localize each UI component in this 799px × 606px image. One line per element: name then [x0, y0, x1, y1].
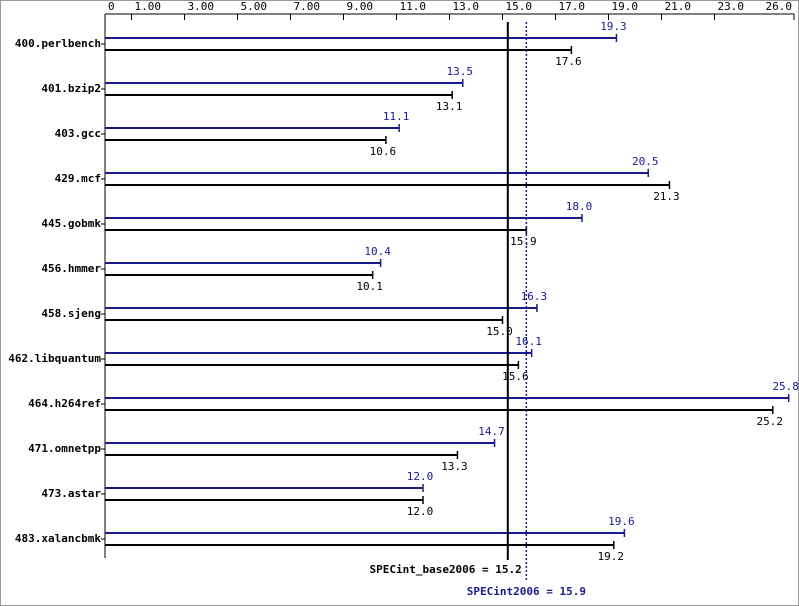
- value-label: 15.9: [510, 235, 537, 248]
- value-label: 15.6: [502, 370, 529, 383]
- category-label: 464.h264ref: [28, 397, 101, 410]
- category-label: 471.omnetpp: [28, 442, 101, 455]
- x-tick-label: 21.0: [665, 0, 692, 13]
- value-label: 11.1: [383, 110, 410, 123]
- value-label: 16.1: [515, 335, 542, 348]
- value-label: 10.1: [356, 280, 383, 293]
- category-label: 462.libquantum: [8, 352, 101, 365]
- x-tick-label: 9.00: [347, 0, 374, 13]
- reference-label: SPECint_base2006 = 15.2: [369, 563, 521, 576]
- value-label: 13.3: [441, 460, 468, 473]
- category-label: 429.mcf: [55, 172, 101, 185]
- category-label: 445.gobmk: [41, 217, 101, 230]
- value-label: 10.6: [370, 145, 397, 158]
- category-label: 401.bzip2: [41, 82, 101, 95]
- value-label: 12.0: [407, 505, 434, 518]
- category-label: 403.gcc: [55, 127, 101, 140]
- value-label: 19.6: [608, 515, 635, 528]
- x-tick-label: 7.00: [294, 0, 321, 13]
- category-label: 483.xalancbmk: [15, 532, 101, 545]
- x-tick-label: 11.0: [400, 0, 427, 13]
- value-label: 17.6: [555, 55, 582, 68]
- value-label: 14.7: [478, 425, 505, 438]
- value-label: 13.1: [436, 100, 463, 113]
- value-label: 25.2: [757, 415, 784, 428]
- value-label: 19.3: [600, 20, 627, 33]
- x-tick-label: 26.0: [766, 0, 793, 13]
- reference-label: SPECint2006 = 15.9: [467, 585, 586, 598]
- x-tick-label: 23.0: [718, 0, 745, 13]
- x-tick-label: 3.00: [188, 0, 215, 13]
- x-tick-label: 1.00: [135, 0, 162, 13]
- value-label: 12.0: [407, 470, 434, 483]
- category-label: 458.sjeng: [41, 307, 101, 320]
- value-label: 21.3: [653, 190, 680, 203]
- value-label: 20.5: [632, 155, 659, 168]
- x-tick-label: 0: [108, 0, 115, 13]
- value-label: 18.0: [566, 200, 593, 213]
- category-label: 456.hmmer: [41, 262, 101, 275]
- x-tick-label: 13.0: [453, 0, 480, 13]
- value-label: 16.3: [521, 290, 548, 303]
- x-tick-label: 5.00: [241, 0, 268, 13]
- x-tick-label: 17.0: [559, 0, 586, 13]
- value-label: 15.0: [486, 325, 513, 338]
- category-label: 400.perlbench: [15, 37, 101, 50]
- value-label: 13.5: [447, 65, 474, 78]
- category-label: 473.astar: [41, 487, 101, 500]
- x-tick-label: 15.0: [506, 0, 533, 13]
- x-tick-label: 19.0: [612, 0, 639, 13]
- value-label: 25.8: [772, 380, 799, 393]
- value-label: 10.4: [364, 245, 391, 258]
- value-label: 19.2: [598, 550, 625, 563]
